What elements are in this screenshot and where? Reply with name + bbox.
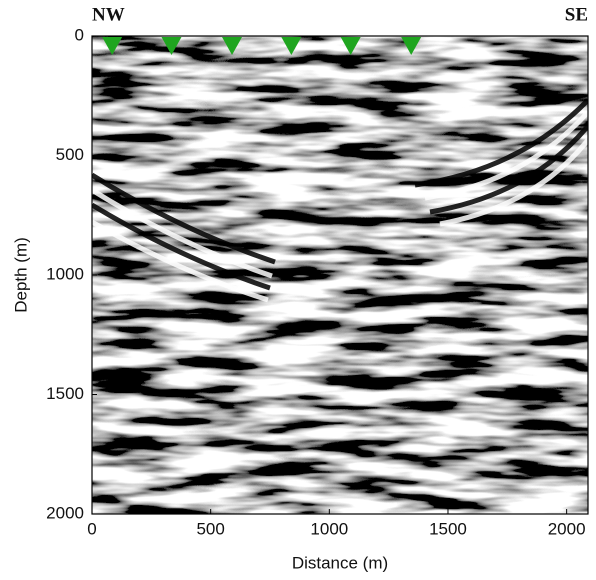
receiver-marker xyxy=(102,37,123,55)
y-tick-label: 2000 xyxy=(46,503,84,522)
y-axis-label: Depth (m) xyxy=(11,237,30,313)
receiver-marker xyxy=(401,37,422,55)
y-tick-label: 500 xyxy=(56,145,84,164)
x-tick-label: 0 xyxy=(87,519,96,538)
y-tick-label: 0 xyxy=(75,25,84,44)
annotation: NW xyxy=(92,4,125,25)
receiver-marker xyxy=(222,37,243,55)
receiver-marker xyxy=(340,37,361,55)
receiver-marker xyxy=(161,37,182,55)
seismic-image xyxy=(92,36,588,514)
y-tick-label: 1500 xyxy=(46,384,84,403)
receiver-marker xyxy=(281,37,302,55)
x-axis-label: Distance (m) xyxy=(292,553,388,572)
y-tick-label: 1000 xyxy=(46,264,84,283)
x-tick-label: 1000 xyxy=(310,519,348,538)
x-tick-label: 2000 xyxy=(548,519,586,538)
x-tick-label: 1500 xyxy=(429,519,467,538)
annotation: SE xyxy=(565,4,588,25)
x-tick-label: 500 xyxy=(196,519,224,538)
